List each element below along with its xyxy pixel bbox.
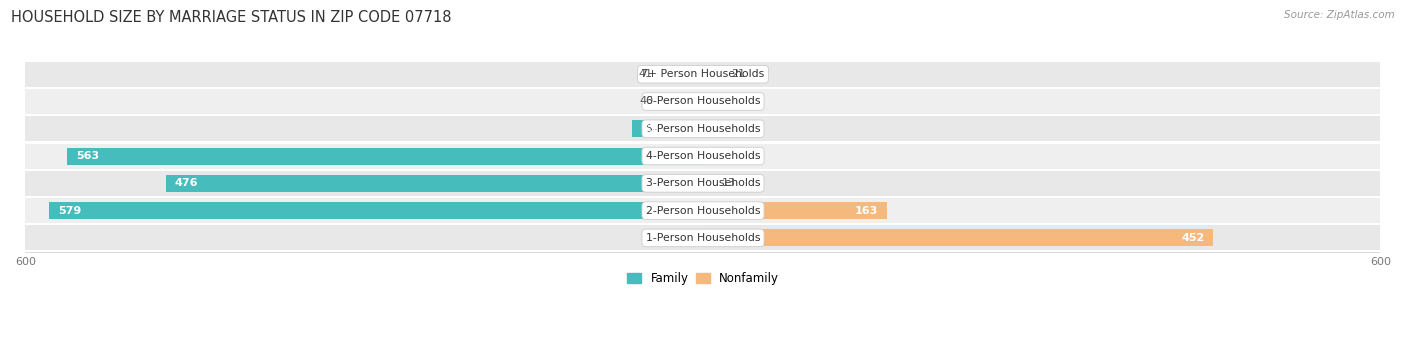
Bar bbox=[25, 171, 1381, 196]
Bar bbox=[703, 230, 1213, 246]
Text: 4-Person Households: 4-Person Households bbox=[645, 151, 761, 161]
Bar bbox=[25, 143, 1381, 169]
Text: 452: 452 bbox=[1181, 233, 1205, 243]
Bar bbox=[25, 198, 1381, 223]
Bar bbox=[25, 62, 1381, 87]
Bar bbox=[703, 175, 717, 192]
Bar bbox=[49, 202, 703, 219]
Bar bbox=[25, 89, 1381, 114]
Text: 6-Person Households: 6-Person Households bbox=[645, 97, 761, 106]
Text: HOUSEHOLD SIZE BY MARRIAGE STATUS IN ZIP CODE 07718: HOUSEHOLD SIZE BY MARRIAGE STATUS IN ZIP… bbox=[11, 10, 451, 25]
Text: 21: 21 bbox=[731, 69, 745, 79]
Text: 2-Person Households: 2-Person Households bbox=[645, 206, 761, 216]
Text: 563: 563 bbox=[76, 151, 100, 161]
Bar bbox=[166, 175, 703, 192]
Text: 41: 41 bbox=[638, 69, 652, 79]
Bar bbox=[658, 93, 703, 110]
Text: 63: 63 bbox=[641, 124, 657, 134]
Bar bbox=[657, 66, 703, 83]
Bar bbox=[67, 148, 703, 165]
Text: 1-Person Households: 1-Person Households bbox=[645, 233, 761, 243]
Text: 5-Person Households: 5-Person Households bbox=[645, 124, 761, 134]
Legend: Family, Nonfamily: Family, Nonfamily bbox=[621, 267, 785, 290]
Text: 163: 163 bbox=[855, 206, 877, 216]
Text: 40: 40 bbox=[640, 97, 654, 106]
Text: 3-Person Households: 3-Person Households bbox=[645, 178, 761, 188]
Bar bbox=[703, 66, 727, 83]
Text: 13: 13 bbox=[723, 178, 737, 188]
Text: 579: 579 bbox=[58, 206, 82, 216]
Bar bbox=[25, 116, 1381, 141]
Bar bbox=[631, 120, 703, 137]
Text: 7+ Person Households: 7+ Person Households bbox=[641, 69, 765, 79]
Bar bbox=[703, 202, 887, 219]
Text: 476: 476 bbox=[174, 178, 198, 188]
Text: Source: ZipAtlas.com: Source: ZipAtlas.com bbox=[1284, 10, 1395, 20]
Bar bbox=[25, 225, 1381, 251]
